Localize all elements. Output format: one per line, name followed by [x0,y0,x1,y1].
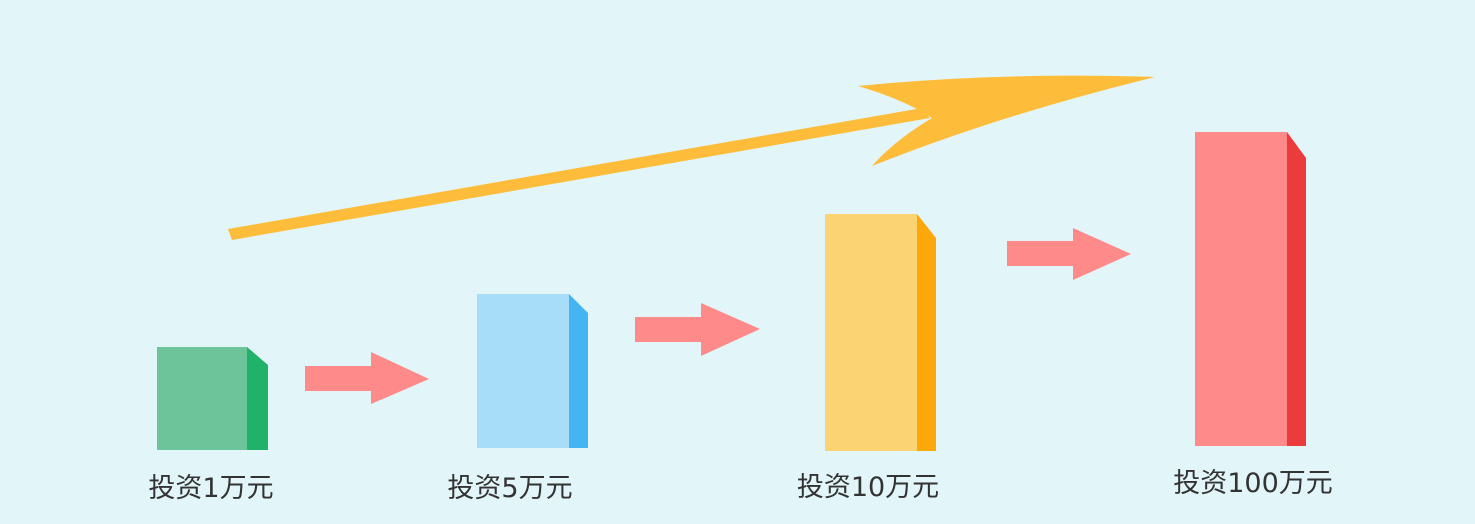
step-1-label: 投资1万元 [148,466,273,505]
bar-step-3 [825,214,936,451]
bar-step-1 [157,347,268,450]
bar-step-2 [477,294,588,448]
step-arrow-2 [635,303,760,356]
bar-front [1195,132,1287,446]
trend-arrow-shaft [228,108,930,240]
step-3-label: 投资10万元 [797,465,939,504]
step-2-label: 投资5万元 [447,466,572,505]
bar-side [917,214,936,451]
step-arrow-1 [305,352,429,404]
bar-front [477,294,569,448]
trend-arrow [228,76,1155,240]
bar-front [825,214,917,451]
step-4-label: 投资100万元 [1173,461,1333,500]
step-arrow-3 [1007,228,1131,280]
bar-side [569,294,588,448]
bar-side [247,347,268,450]
bar-side [1287,132,1306,446]
bar-front [157,347,247,450]
bar-step-4 [1195,132,1306,446]
